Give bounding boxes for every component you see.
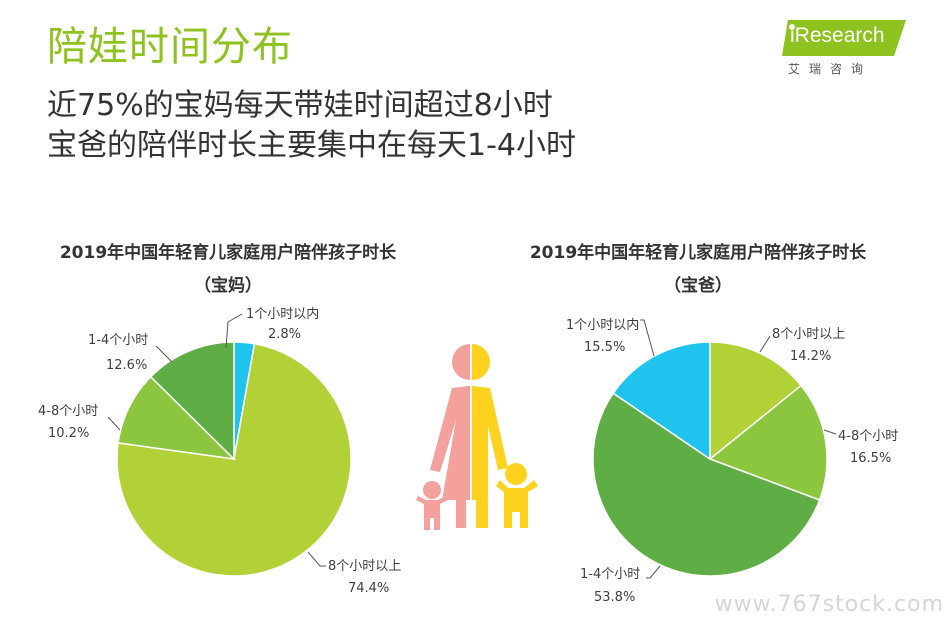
dad-chart-title: 2019年中国年轻育儿家庭用户陪伴孩子时长	[529, 243, 867, 263]
dad-pie	[592, 341, 828, 577]
watermark: www.767stock.com	[714, 592, 944, 617]
dad-value-1-4h: 53.8%	[594, 590, 635, 605]
mom-label-1-4h: 1-4个小时	[88, 333, 148, 348]
dad-label-4-8h: 4-8个小时	[838, 429, 898, 444]
mom-label-4-8h: 4-8个小时	[38, 404, 98, 419]
page-subtitle-line1: 近75%的宝妈每天带娃时间超过8小时	[47, 88, 553, 123]
page-subtitle-line2: 宝爸的陪伴时长主要集中在每天1-4小时	[47, 128, 576, 163]
mom-leader-within-1h	[225, 313, 243, 349]
mom-value-1-4h: 12.6%	[106, 358, 147, 373]
logo-badge-icon	[782, 20, 906, 56]
mom-label-over-8h: 8个小时以上	[328, 559, 401, 574]
dad-slice-4-8h	[708, 384, 828, 501]
mom-label-within-1h: 1个小时以内	[246, 306, 319, 322]
iresearch-logo: iResearch 艾瑞咨询	[782, 18, 906, 78]
dad-value-over-8h: 14.2%	[790, 349, 831, 364]
dad-leader-within-1h	[640, 319, 655, 357]
dad-slice-over-8h	[709, 341, 803, 461]
mom-leader-4-8h	[107, 416, 121, 431]
dad-slice-1-4h	[592, 392, 821, 577]
mom-value-within-1h: 2.8%	[268, 327, 301, 342]
dad-value-within-1h: 15.5%	[584, 340, 625, 355]
logo-text: iResearch	[790, 24, 885, 47]
mom-chart-subtitle: （宝妈）	[194, 276, 262, 296]
mom-leader-over-8h	[307, 551, 326, 567]
mom-leader-1-4h	[155, 345, 173, 363]
dad-leader-1-4h	[646, 565, 661, 579]
mom-pie	[116, 341, 352, 577]
dad-label-over-8h: 8个小时以上	[772, 327, 845, 342]
dad-value-4-8h: 16.5%	[850, 451, 891, 466]
mom-slice-4-8h	[117, 375, 237, 461]
mom-value-4-8h: 10.2%	[48, 426, 89, 441]
logo-cn: 艾瑞咨询	[788, 62, 873, 76]
page-title: 陪娃时间分布	[47, 24, 293, 70]
mom-chart-title: 2019年中国年轻育儿家庭用户陪伴孩子时长	[59, 243, 397, 263]
dad-slice-within-1h	[612, 341, 711, 461]
dad-leader-over-8h	[759, 335, 771, 353]
dad-leader-4-8h	[823, 429, 837, 435]
family-icon	[416, 344, 538, 530]
mom-value-over-8h: 74.4%	[348, 581, 389, 596]
mom-slice-1-4h	[149, 341, 235, 461]
dad-label-within-1h: 1个小时以内	[566, 317, 639, 333]
dad-label-1-4h: 1-4个小时	[580, 567, 640, 582]
dad-chart-subtitle: （宝爸）	[664, 276, 732, 296]
